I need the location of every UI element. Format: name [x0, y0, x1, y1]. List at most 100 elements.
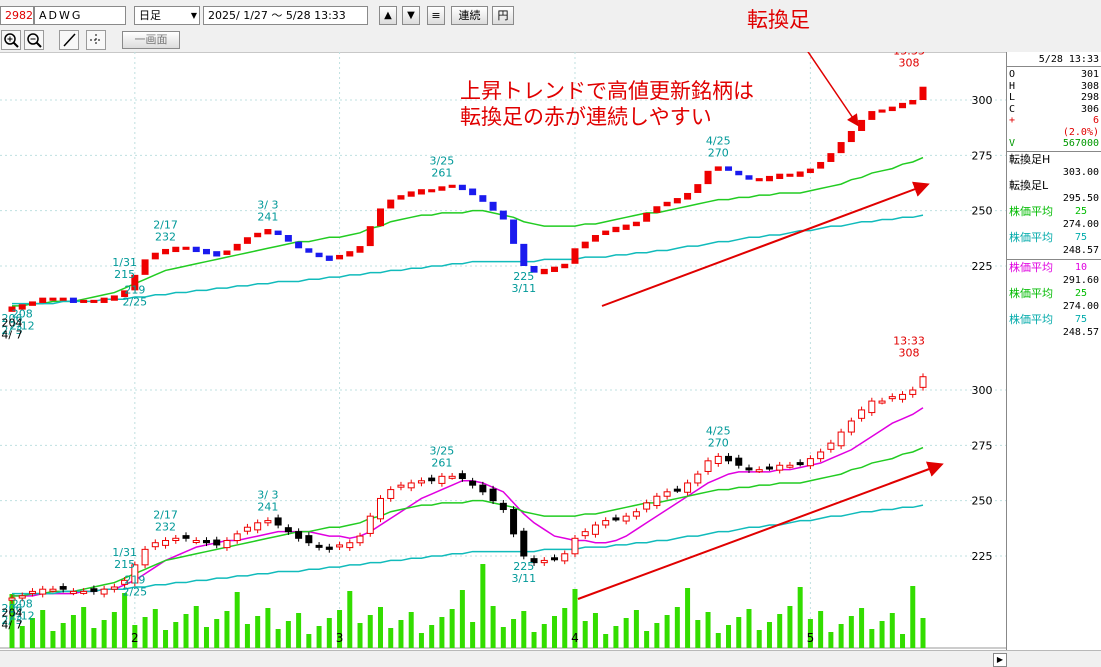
candle-body [581, 531, 589, 537]
candle-body [899, 393, 907, 400]
turning-bar [868, 111, 876, 120]
volume-bar [418, 633, 424, 648]
volume-bar [449, 609, 455, 648]
peak-label-top: 270 [708, 146, 729, 159]
volume-bar [644, 631, 650, 648]
peak-label-top: 261 [431, 166, 452, 179]
candle-body [561, 553, 569, 562]
peak-label-top: 2/17 [153, 219, 178, 232]
turning-bar [479, 195, 487, 202]
volume-bar [70, 615, 76, 648]
continuous-button[interactable]: 連続 [451, 6, 488, 25]
candle-body [745, 467, 753, 471]
volume-bar [429, 625, 435, 648]
candle-body [325, 546, 333, 550]
turning-bar [458, 184, 466, 191]
candle-body [591, 524, 599, 535]
turning-bar [39, 297, 47, 303]
volume-bar [500, 627, 506, 648]
turning-bar [847, 130, 855, 143]
candle-body [346, 542, 354, 549]
candle-body [315, 544, 323, 548]
yen-button[interactable]: 円 [492, 6, 514, 25]
volume-bar [122, 593, 128, 648]
volume-bar [746, 609, 752, 648]
single-screen-button[interactable]: 一画面 [122, 31, 180, 49]
turning-bar [499, 210, 507, 220]
turning-bar [49, 297, 57, 301]
down-arrow-button[interactable]: ▼ [402, 6, 420, 25]
y-tick-label-top: 250 [972, 205, 993, 218]
zoom-in-icon[interactable] [1, 30, 21, 50]
turning-bar [858, 119, 866, 131]
x-tick-label: 2 [131, 631, 139, 645]
code-field[interactable]: 2982 [0, 6, 34, 25]
ticker-field[interactable]: ADWG [34, 6, 126, 25]
trough-label-top: 219 [124, 283, 145, 296]
turning-bar [18, 304, 26, 310]
volume-bar [572, 589, 578, 648]
candle-body [18, 595, 26, 599]
candle-body [438, 475, 446, 484]
candle-body [694, 473, 702, 484]
turning-bar [356, 246, 364, 253]
bottom-scrollbar[interactable]: ▶ [0, 650, 1101, 667]
indicator-value: 274.00 [1062, 219, 1099, 230]
candle-body [295, 531, 303, 539]
volume-bar [726, 625, 732, 648]
volume-bar [879, 621, 885, 648]
date-range-field[interactable]: 2025/ 1/27 〜 5/28 13:33 [203, 6, 368, 25]
volume-bar [736, 617, 742, 648]
draw-line-icon[interactable] [59, 30, 79, 50]
volume-bar [81, 607, 87, 648]
candle-body [397, 484, 405, 488]
volume-bar [910, 586, 916, 648]
volume-bar [203, 627, 209, 648]
volume-bar [592, 613, 598, 648]
volume-bar [244, 624, 250, 648]
trough-label-bottom: 3/11 [511, 572, 536, 585]
volume-bar [470, 622, 476, 648]
up-arrow-button[interactable]: ▲ [379, 6, 397, 25]
candle-body [407, 482, 415, 489]
turning-bar [643, 212, 651, 222]
trough-label-bottom: 2/25 [122, 585, 147, 598]
volume-bar [777, 614, 783, 648]
zoom-out-icon[interactable] [24, 30, 44, 50]
candle-body [417, 480, 425, 484]
period-select[interactable]: 日足 ▼ [134, 6, 200, 25]
volume-bar [347, 591, 353, 648]
turning-bar [131, 274, 139, 291]
candle-body [612, 517, 620, 521]
candle-body [80, 590, 88, 594]
candle-body [192, 540, 200, 544]
y-tick-label-bottom: 225 [972, 550, 993, 563]
turning-bar [162, 248, 170, 255]
trough-label-top: 206 [2, 312, 23, 325]
indicator-period: 75 [1074, 232, 1087, 243]
volume-bar [234, 592, 240, 648]
volume-bar [869, 629, 875, 648]
turning-bar [69, 297, 77, 303]
turning-bar [561, 263, 569, 269]
volume-bar [306, 634, 312, 648]
volume-bar [818, 611, 824, 648]
turning-bar [284, 235, 292, 242]
ohlc-value: (2.0%) [1062, 126, 1099, 138]
candle-body [458, 473, 466, 480]
candle-body [725, 455, 733, 462]
candle-body [806, 458, 814, 467]
candle-body [540, 559, 548, 564]
peak-label-bottom: 3/ 3 [257, 489, 278, 502]
menu-button[interactable]: ≡ [427, 6, 445, 25]
ohlc-row: (2.0%) [1009, 126, 1099, 139]
crosshair-icon[interactable] [86, 30, 106, 50]
candle-body [878, 400, 886, 404]
trough-label-bottom: 206 [2, 602, 23, 615]
turning-bar [376, 208, 384, 227]
scroll-right-icon[interactable]: ▶ [993, 653, 1007, 667]
volume-bar [695, 620, 701, 648]
turning-bar [837, 142, 845, 154]
indicator-period: 25 [1074, 288, 1087, 299]
indicator-period: 75 [1074, 314, 1087, 325]
